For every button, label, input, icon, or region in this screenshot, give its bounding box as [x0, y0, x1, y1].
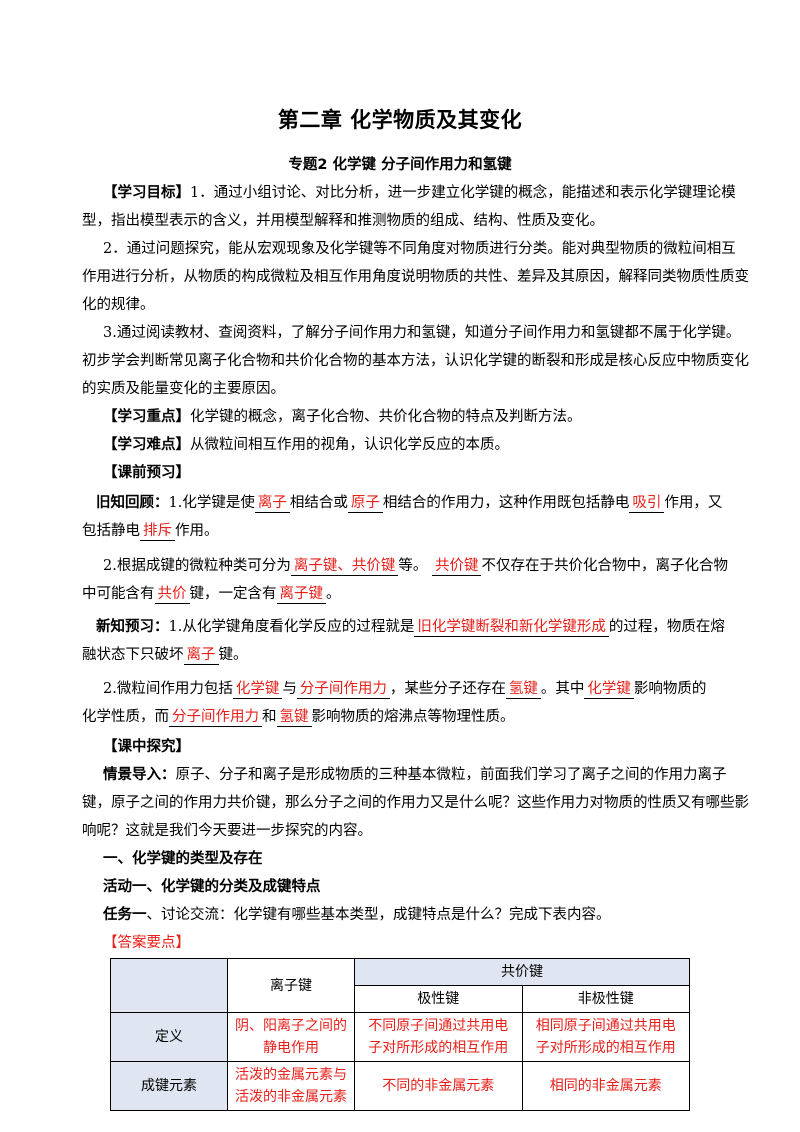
- intro-line-1: 情景导入：原子、分子和离子是形成物质的三种基本微粒，前面我们学习了离子之间的作用…: [103, 767, 727, 783]
- cell-ionic-elements: 活泼的金属元素与 活泼的非金属元素: [227, 1061, 355, 1111]
- review-line-4: 中可能含有 共价 键，一定含有 离子键。: [82, 585, 341, 604]
- cell-polar-definition: 不同原子间通过共用电 子对所形成的相互作用: [354, 1012, 523, 1062]
- row-label-elements: 成键元素: [110, 1061, 228, 1111]
- key-points: 【学习重点】化学键的概念，离子化合物、共价化合物的特点及判断方法。: [103, 409, 582, 425]
- new-line-1: 新知预习：1.从化学键角度看化学反应的过程就是 旧化学键断裂和新化学键形成 的过程，…: [96, 618, 725, 637]
- header-polar: 极性键: [354, 985, 523, 1013]
- cell-ionic-definition: 阴、阳离子之间的 静电作用: [227, 1012, 355, 1062]
- blank-answer: 化学键: [232, 680, 283, 699]
- blank-answer: 旧化学键断裂和新化学键形成: [414, 618, 609, 637]
- objectives-line-6: 3.通过阅读教材、查阅资料，了解分子间作用力和氢键，知道分子间作用力和氢键都不属…: [103, 325, 741, 341]
- preview-heading: 【课前预习】: [103, 465, 190, 481]
- table-corner: [110, 958, 228, 1013]
- objectives-line-1: 【学习目标】1．通过小组讨论、对比分析，进一步建立化学键的概念，能描述和表示化学…: [103, 185, 736, 201]
- blank-answer: 分子间作用力: [169, 708, 262, 727]
- blank-answer: 化学键: [584, 680, 634, 699]
- blank-answer: 离子键、共价键: [290, 557, 399, 576]
- bond-table: 离子键 共价键 极性键 非极性键 定义 阴、阳离子之间的 静电作用 不同原子间通过…: [110, 958, 690, 1111]
- blank-answer: 共价键: [431, 557, 482, 576]
- cell-nonpolar-elements: 相同的非金属元素: [521, 1061, 690, 1111]
- review-line-2: 包括静电 排斥 作用。: [82, 522, 219, 541]
- new-line-4: 化学性质，而 分子间作用力和氢键 影响物质的熔沸点等物理性质。: [82, 708, 515, 727]
- blank-answer: 共价: [154, 585, 190, 604]
- answer-label: 【答案要点】: [103, 935, 190, 951]
- cell-nonpolar-definition: 相同原子间通过共用电 子对所形成的相互作用: [521, 1012, 690, 1062]
- blank-answer: 排斥: [140, 522, 175, 541]
- review-line-1: 旧知回顾：1.化学键是使 离子 相结合或 原子 相结合的作用力，这种作用既包括静电 吸引作…: [96, 494, 723, 513]
- chapter-title: 第二章 化学物质及其变化: [277, 108, 523, 132]
- new-line-3: 2.微粒间作用力包括 化学键与分子间作用力 ，某些分子还存在 氢键 。其中 化学键 影响物质…: [103, 680, 707, 699]
- cell-polar-elements: 不同的非金属元素: [354, 1061, 523, 1111]
- blank-answer: 离子: [254, 494, 290, 513]
- section-heading: 一、化学键的类型及存在: [103, 851, 263, 867]
- objectives-line-8: 的实质及能量变化的主要原因。: [82, 381, 285, 397]
- row-label-definition: 定义: [110, 1012, 228, 1062]
- objectives-label: 【学习目标】: [103, 185, 190, 201]
- blank-answer: 吸引: [629, 494, 665, 513]
- activity-heading: 活动一、化学键的分类及成键特点: [103, 879, 321, 895]
- intro-line-2: 键，原子之间的作用力共价键，那么分子之间的作用力又是什么呢？这些作用力对物质的性…: [82, 795, 749, 811]
- blank-answer: 氢键: [505, 680, 541, 699]
- objectives-line-4: 作用进行分析，从物质的构成微粒及相互作用角度说明物质的共性、差异及其原因，解释同…: [82, 269, 749, 285]
- objectives-line-5: 化的规律。: [82, 297, 155, 313]
- new-line-2: 融状态下只破坏 离子 键。: [82, 646, 248, 665]
- blank-answer: 原子: [347, 494, 383, 513]
- explore-heading: 【课中探究】: [103, 739, 190, 755]
- difficulties: 【学习难点】从微粒间相互作用的视角，认识化学反应的本质。: [103, 437, 509, 453]
- header-covalent: 共价键: [354, 958, 690, 986]
- blank-answer: 分子间作用力: [296, 680, 390, 699]
- header-ionic: 离子键: [227, 958, 355, 1013]
- blank-answer: 氢键: [276, 708, 312, 727]
- objectives-line-2: 型，指出模型表示的含义，并用模型解释和推测物质的组成、结构、性质及变化。: [82, 213, 604, 229]
- intro-line-3: 响呢？这就是我们今天要进一步探究的内容。: [82, 823, 372, 839]
- objectives-line-3: 2．通过问题探究，能从宏观现象及化学键等不同角度对物质进行分类。能对典型物质的微…: [103, 241, 736, 257]
- task-line: 任务一、讨论交流：化学键有哪些基本类型，成键特点是什么？完成下表内容。: [103, 907, 611, 923]
- review-line-3: 2.根据成键的微粒种类可分为 离子键、共价键 等。 共价键 不仅存在于共价化合物中，离…: [103, 557, 728, 576]
- blank-answer: 离子键: [276, 585, 326, 604]
- blank-answer: 离子: [183, 646, 219, 665]
- header-nonpolar: 非极性键: [521, 985, 690, 1013]
- topic-subtitle: 专题2 化学键 分子间作用力和氢键: [288, 157, 512, 173]
- objectives-line-7: 初步学会判断常见离子化合物和共价化合物的基本方法，认识化学键的断裂和形成是核心反…: [82, 353, 749, 369]
